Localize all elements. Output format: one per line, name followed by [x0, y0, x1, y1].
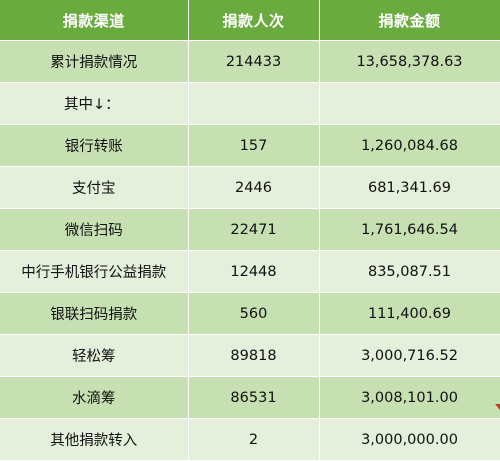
cell-count: 86531 [188, 376, 320, 419]
cell-count: 12448 [188, 250, 320, 293]
table-row: 其他捐款转入 2 3,000,000.00 [0, 418, 500, 461]
header-count: 捐款人次 [188, 0, 320, 41]
header-amount: 捐款金额 [319, 0, 500, 41]
cell-amount: 13,658,378.63 [319, 40, 500, 83]
cell-amount: 111,400.69 [319, 292, 500, 335]
cell-amount: 681,341.69 [319, 166, 500, 209]
cell-channel: 其中↓： [0, 82, 189, 125]
cell-amount: 3,008,101.00 [319, 376, 500, 419]
table-row: 水滴筹 86531 3,008,101.00 [0, 376, 500, 419]
table-header-row: 捐款渠道 捐款人次 捐款金额 [0, 0, 500, 41]
table-row: 银联扫码捐款 560 111,400.69 [0, 292, 500, 335]
cell-count: 560 [188, 292, 320, 335]
cell-channel: 中行手机银行公益捐款 [0, 250, 189, 293]
cell-channel: 水滴筹 [0, 376, 189, 419]
cell-count: 22471 [188, 208, 320, 251]
table-row: 中行手机银行公益捐款 12448 835,087.51 [0, 250, 500, 293]
table-row-subheading: 其中↓： [0, 82, 500, 125]
table-row-total: 累计捐款情况 214433 13,658,378.63 [0, 40, 500, 83]
cell-channel: 银行转账 [0, 124, 189, 167]
cell-count [188, 82, 320, 125]
cell-amount: 3,000,716.52 [319, 334, 500, 377]
table-row: 银行转账 157 1,260,084.68 [0, 124, 500, 167]
cell-channel: 其他捐款转入 [0, 418, 189, 461]
cell-amount: 3,000,000.00 [319, 418, 500, 461]
cell-amount: 1,761,646.54 [319, 208, 500, 251]
cell-channel: 支付宝 [0, 166, 189, 209]
cell-count: 214433 [188, 40, 320, 83]
cell-channel: 微信扫码 [0, 208, 189, 251]
cell-amount: 835,087.51 [319, 250, 500, 293]
cell-count: 89818 [188, 334, 320, 377]
cell-amount: 1,260,084.68 [319, 124, 500, 167]
cell-channel: 银联扫码捐款 [0, 292, 189, 335]
cell-count: 2 [188, 418, 320, 461]
table-row: 微信扫码 22471 1,761,646.54 [0, 208, 500, 251]
cell-count: 157 [188, 124, 320, 167]
table-row: 轻松筹 89818 3,000,716.52 [0, 334, 500, 377]
comment-indicator-icon [495, 404, 500, 410]
table-row: 支付宝 2446 681,341.69 [0, 166, 500, 209]
header-channel: 捐款渠道 [0, 0, 189, 41]
cell-count: 2446 [188, 166, 320, 209]
cell-channel: 累计捐款情况 [0, 40, 189, 83]
cell-channel: 轻松筹 [0, 334, 189, 377]
cell-amount [319, 82, 500, 125]
